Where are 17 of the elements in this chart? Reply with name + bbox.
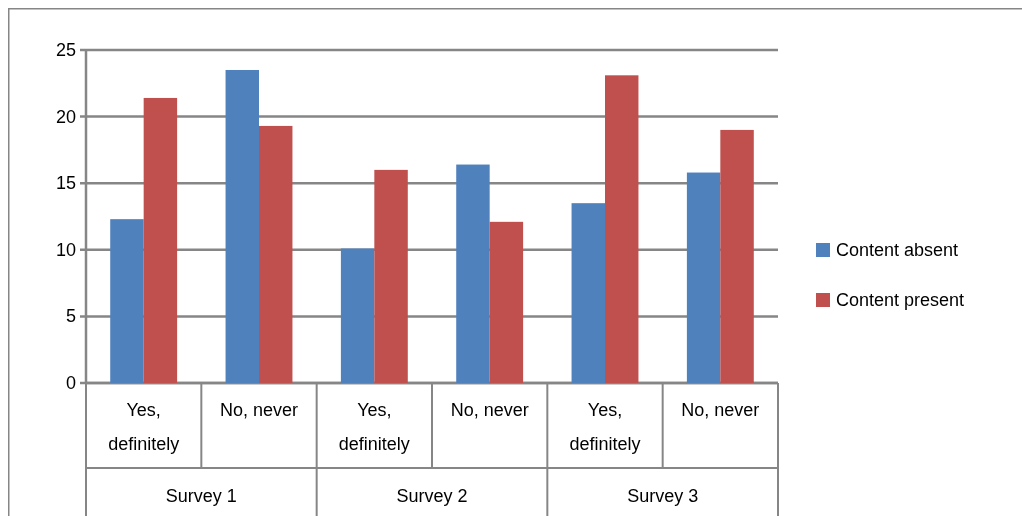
y-tick-label: 20 <box>55 106 76 127</box>
x-tick-label: No, never <box>450 400 529 420</box>
legend-label: Content absent <box>836 240 959 260</box>
text: Survey 3 <box>627 486 699 506</box>
x-tick-label: No, never <box>219 400 299 420</box>
x-tick-label: Yes, definitely <box>108 400 180 454</box>
text: Survey 1 <box>165 486 237 506</box>
text: Survey 2 <box>396 486 468 506</box>
y-tick-label: 10 <box>55 239 76 260</box>
y-tick-label: 0 <box>65 373 76 393</box>
y-tick-label: 5 <box>65 306 76 327</box>
x-tick-label: Yes, definitely <box>569 400 641 454</box>
legend-label: Content present <box>836 290 965 310</box>
y-tick-label: 15 <box>55 173 76 194</box>
x-tick-label: No, never <box>681 400 760 420</box>
x-tick-label: Yes, definitely <box>338 400 410 454</box>
y-tick-label: 25 <box>55 40 76 60</box>
